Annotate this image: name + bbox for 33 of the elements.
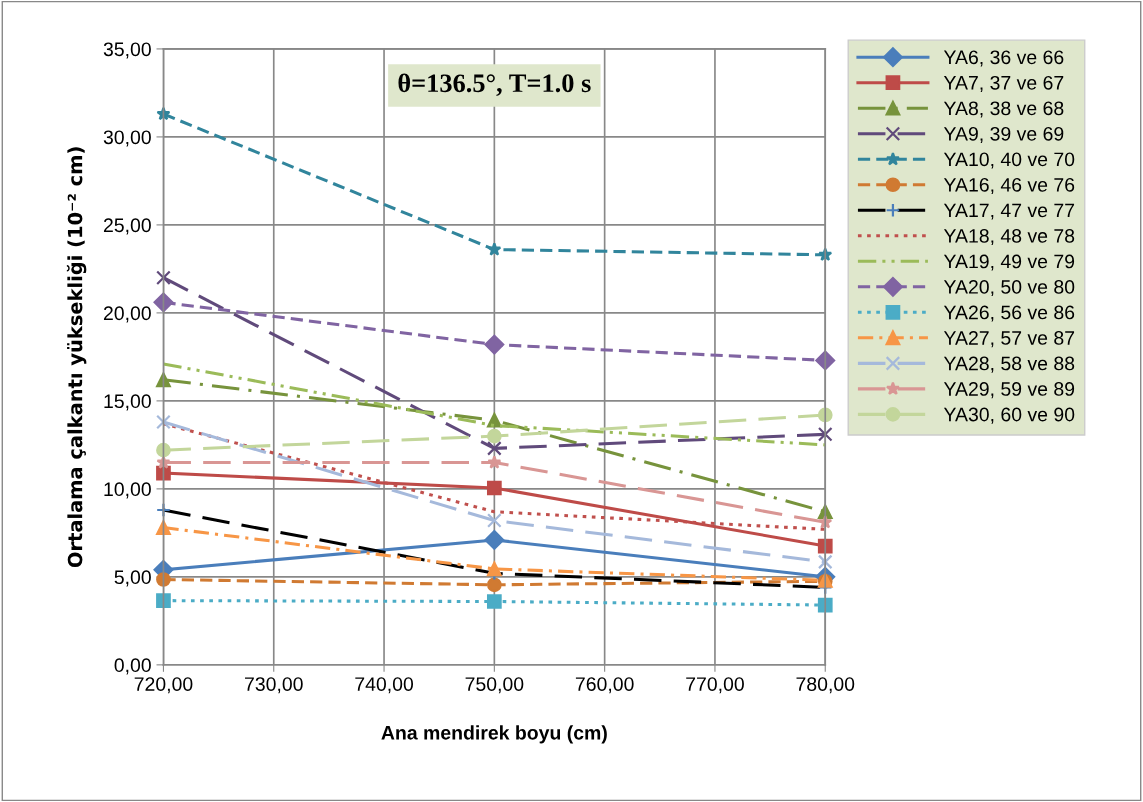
- legend-label: YA9, 39 ve 69: [943, 126, 1064, 144]
- legend-label: YA16, 46 ve 76: [943, 177, 1075, 195]
- legend-label: YA29, 59 ve 89: [943, 382, 1075, 399]
- y-axis-title: Ortalama çalkantı yüksekliği (10⁻² cm): [66, 147, 87, 568]
- legend-label: YA7, 37 ve 67: [943, 75, 1064, 92]
- legend-label: YA19, 49 ve 79: [943, 254, 1075, 271]
- legend-label: YA18, 48 ve 78: [943, 229, 1075, 246]
- legend-label: YA26, 56 ve 86: [943, 305, 1075, 322]
- x-tick-label: 730,00: [245, 677, 303, 694]
- x-tick-label: 770,00: [686, 677, 744, 694]
- x-tick-label: 750,00: [465, 677, 524, 694]
- legend-label: YA8, 38 ve 68: [943, 101, 1064, 118]
- legend-label: YA28, 58 ve 88: [943, 356, 1075, 373]
- y-tick-label: 30,00: [103, 130, 151, 147]
- y-tick-label: 20,00: [103, 306, 151, 323]
- x-tick-label: 720,00: [134, 677, 193, 694]
- legend-label: YA20, 50 ve 80: [943, 280, 1075, 297]
- legend-label: YA6, 36 ve 66: [943, 50, 1064, 67]
- text: θ=136.5°, T=1.0 s: [398, 73, 591, 96]
- legend-label: YA30, 60 ve 90: [943, 407, 1075, 424]
- legend-label: YA10, 40 ve 70: [943, 152, 1075, 169]
- y-tick-label: 25,00: [103, 218, 151, 235]
- legend-label: YA27, 57 ve 87: [943, 331, 1075, 348]
- y-tick-label: 15,00: [104, 394, 151, 411]
- x-tick-label: 780,00: [796, 677, 855, 694]
- x-tick-label: 740,00: [355, 677, 414, 694]
- x-axis-title: Ana mendirek boyu (cm): [381, 725, 607, 744]
- y-tick-label: 0,00: [114, 658, 151, 675]
- y-tick-label: 35,00: [103, 42, 151, 59]
- y-tick-label: 10,00: [104, 482, 151, 499]
- y-tick-label: 5,00: [114, 570, 151, 587]
- legend-label: YA17, 47 ve 77: [943, 203, 1075, 220]
- x-tick-label: 760,00: [575, 677, 634, 694]
